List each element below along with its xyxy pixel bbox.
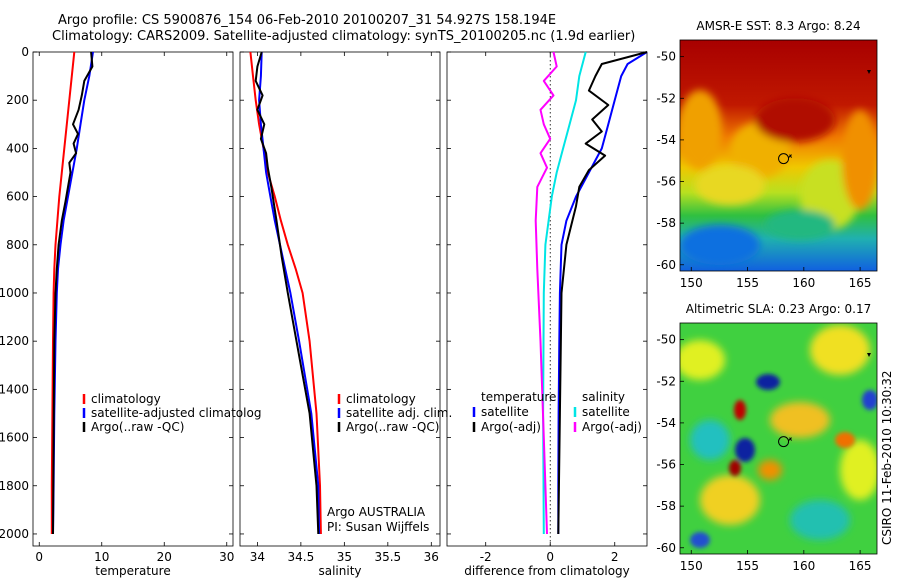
y-tick-label: 1000 (0, 286, 29, 300)
legend-group-title: temperature (481, 390, 556, 404)
series-line-black (52, 51, 94, 535)
float-glyph (867, 70, 871, 74)
x-tick-label: 0 (546, 550, 554, 564)
y-tick-label: 1200 (0, 334, 29, 348)
series-line-magenta (534, 51, 558, 535)
x-axis-label: salinity (318, 564, 361, 578)
x-tick-label: 35 (337, 550, 352, 564)
x-tick-label: 150 (680, 559, 703, 573)
sst-map (679, 39, 878, 272)
x-tick-label: 35.5 (374, 550, 401, 564)
plot-frame (446, 51, 648, 547)
legend-label: Argo(-adj) (481, 420, 541, 434)
x-tick-label: 0 (35, 550, 43, 564)
x-tick-label: 160 (792, 559, 815, 573)
annotation-line1: Argo AUSTRALIA (327, 505, 426, 519)
series-line-cyan (542, 51, 587, 535)
annotation-line2: PI: Susan Wijffels (327, 520, 429, 534)
y-tick-label: -50 (656, 50, 676, 64)
map-title: AMSR-E SST: 8.3 Argo: 8.24 (696, 19, 860, 33)
series-line-red (50, 51, 76, 534)
y-tick-label: -54 (656, 416, 676, 430)
y-tick-label: 200 (6, 93, 29, 107)
x-tick-label: -2 (480, 550, 492, 564)
figure-title-line2: Climatology: CARS2009. Satellite-adjuste… (52, 29, 636, 44)
legend-label: climatology (346, 392, 416, 406)
y-tick-label: -50 (656, 333, 676, 347)
legend-label: satellite (481, 405, 529, 419)
float-marker (778, 436, 790, 448)
y-tick-label: 1800 (0, 479, 29, 493)
legend-group-title: salinity (582, 390, 625, 404)
y-tick-label: 1400 (0, 382, 29, 396)
x-axis-label: temperature (95, 564, 170, 578)
series-line-red (249, 51, 322, 535)
y-tick-label: 0 (21, 45, 29, 59)
x-tick-label: 150 (680, 276, 703, 290)
float-marker (778, 153, 790, 165)
x-tick-label: 2 (611, 550, 619, 564)
legend-label: Argo(..raw -QC) (91, 420, 184, 434)
series-line-blue (557, 51, 648, 534)
y-tick-label: -58 (656, 499, 676, 513)
series-line-blue (258, 51, 321, 535)
x-tick-label: 165 (849, 559, 872, 573)
plot-frame (32, 51, 234, 547)
x-tick-label: 34 (250, 550, 265, 564)
x-tick-label: 20 (157, 550, 172, 564)
y-tick-label: 800 (6, 238, 29, 252)
x-tick-label: 160 (792, 276, 815, 290)
float-track (788, 154, 792, 158)
float-glyph (867, 353, 871, 357)
series-line-black (557, 51, 648, 535)
y-tick-label: -52 (656, 374, 676, 388)
y-tick-label: -54 (656, 133, 676, 147)
y-tick-label: -56 (656, 458, 676, 472)
x-tick-label: 155 (736, 559, 759, 573)
map-title: Altimetric SLA: 0.23 Argo: 0.17 (686, 302, 871, 316)
x-tick-label: 30 (219, 550, 234, 564)
y-tick-label: 2000 (0, 527, 29, 541)
legend-label: satellite-adjusted climatolog (91, 406, 261, 420)
x-axis-label: difference from climatology (464, 564, 630, 578)
plot-frame (239, 51, 441, 547)
x-tick-label: 34.5 (288, 550, 315, 564)
y-tick-label: -52 (656, 91, 676, 105)
legend-label: satellite (582, 405, 630, 419)
legend-label: Argo(..raw -QC) (346, 420, 439, 434)
y-tick-label: -58 (656, 216, 676, 230)
y-tick-label: -56 (656, 175, 676, 189)
x-tick-label: 36 (424, 550, 439, 564)
legend-label: climatology (91, 392, 161, 406)
y-tick-label: -60 (656, 258, 676, 272)
float-track (788, 437, 792, 441)
legend-label: Argo(-adj) (582, 420, 642, 434)
y-tick-label: 1600 (0, 431, 29, 445)
sla-map (679, 322, 878, 555)
y-tick-label: -60 (656, 541, 676, 555)
timestamp-label: CSIRO 11-Feb-2010 10:30:32 (880, 370, 894, 545)
legend-label: satellite adj. clim. (346, 406, 452, 420)
x-tick-label: 10 (94, 550, 109, 564)
series-line-black (254, 51, 320, 535)
x-tick-label: 165 (849, 276, 872, 290)
figure-title-line1: Argo profile: CS 5900876_154 06-Feb-2010… (58, 13, 557, 28)
y-tick-label: 600 (6, 190, 29, 204)
y-tick-label: 400 (6, 141, 29, 155)
x-tick-label: 155 (736, 276, 759, 290)
